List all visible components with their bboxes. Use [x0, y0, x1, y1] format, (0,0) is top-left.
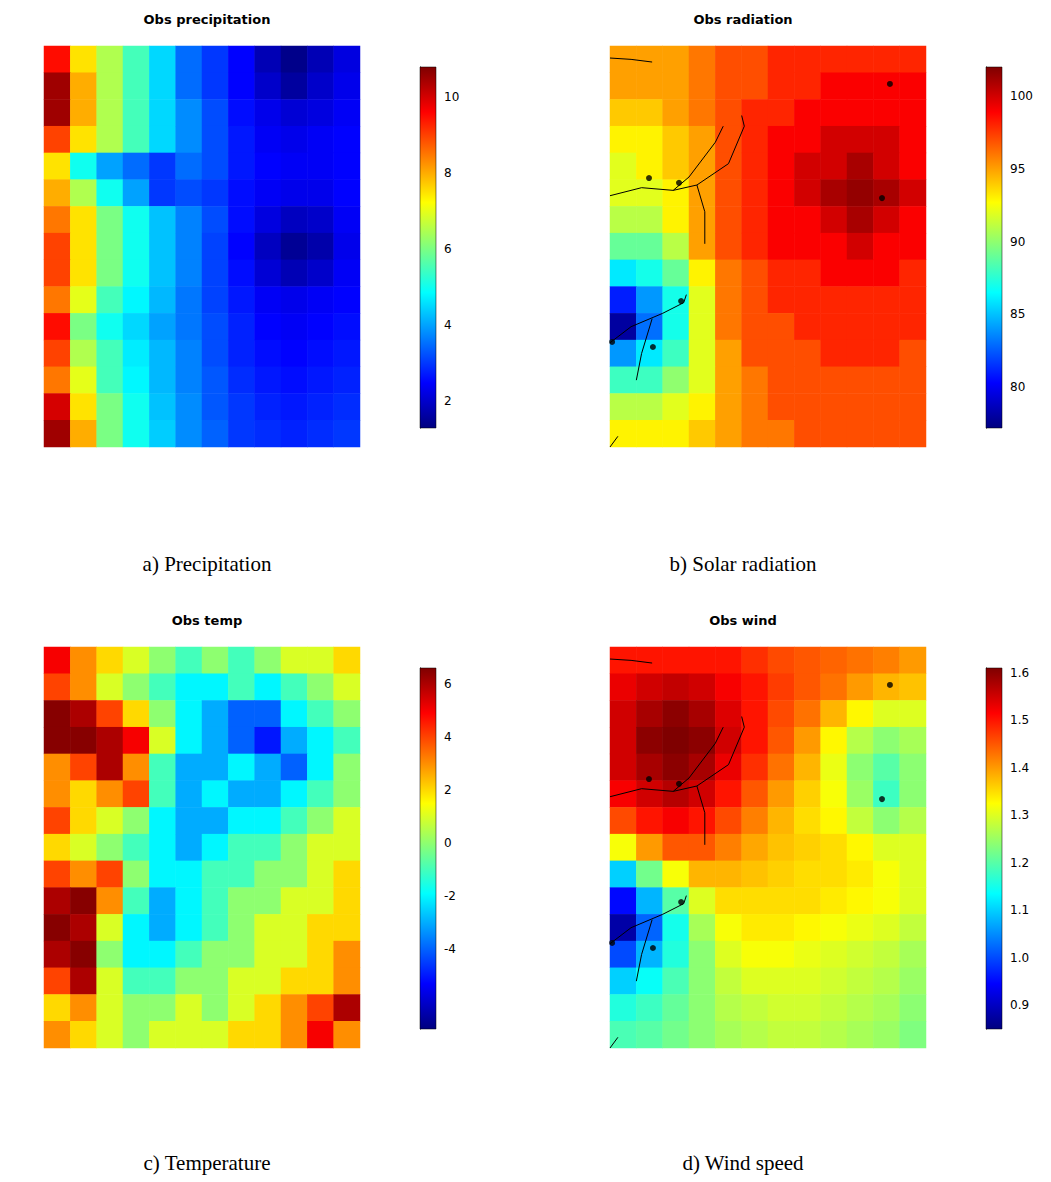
svg-text:Obs radiation: Obs radiation	[693, 12, 792, 27]
svg-text:0: 0	[444, 836, 452, 850]
svg-text:4: 4	[444, 318, 452, 332]
svg-text:4: 4	[444, 730, 452, 744]
svg-text:d) Wind speed: d) Wind speed	[682, 1151, 804, 1175]
svg-text:1.0: 1.0	[1010, 951, 1029, 965]
svg-text:1.3: 1.3	[1010, 808, 1029, 822]
svg-text:8: 8	[444, 166, 452, 180]
svg-text:1.4: 1.4	[1010, 761, 1029, 775]
svg-text:0.9: 0.9	[1010, 998, 1029, 1012]
svg-text:c) Temperature: c) Temperature	[144, 1151, 271, 1175]
svg-text:Obs temp: Obs temp	[172, 613, 243, 628]
svg-text:Obs precipitation: Obs precipitation	[144, 12, 271, 27]
svg-text:100: 100	[1010, 89, 1033, 103]
svg-text:80: 80	[1010, 380, 1025, 394]
svg-text:2: 2	[444, 783, 452, 797]
svg-text:95: 95	[1010, 162, 1025, 176]
svg-text:10: 10	[444, 90, 459, 104]
svg-text:90: 90	[1010, 235, 1025, 249]
svg-text:Obs wind: Obs wind	[709, 613, 777, 628]
svg-text:1.5: 1.5	[1010, 713, 1029, 727]
svg-text:6: 6	[444, 242, 452, 256]
svg-text:-4: -4	[444, 942, 456, 956]
svg-text:-2: -2	[444, 889, 456, 903]
svg-text:1.6: 1.6	[1010, 666, 1029, 680]
svg-text:1.2: 1.2	[1010, 856, 1029, 870]
svg-text:6: 6	[444, 677, 452, 691]
svg-text:b) Solar radiation: b) Solar radiation	[670, 552, 817, 576]
svg-text:85: 85	[1010, 307, 1025, 321]
svg-text:2: 2	[444, 394, 452, 408]
svg-text:1.1: 1.1	[1010, 903, 1029, 917]
svg-text:a) Precipitation: a) Precipitation	[143, 552, 272, 576]
